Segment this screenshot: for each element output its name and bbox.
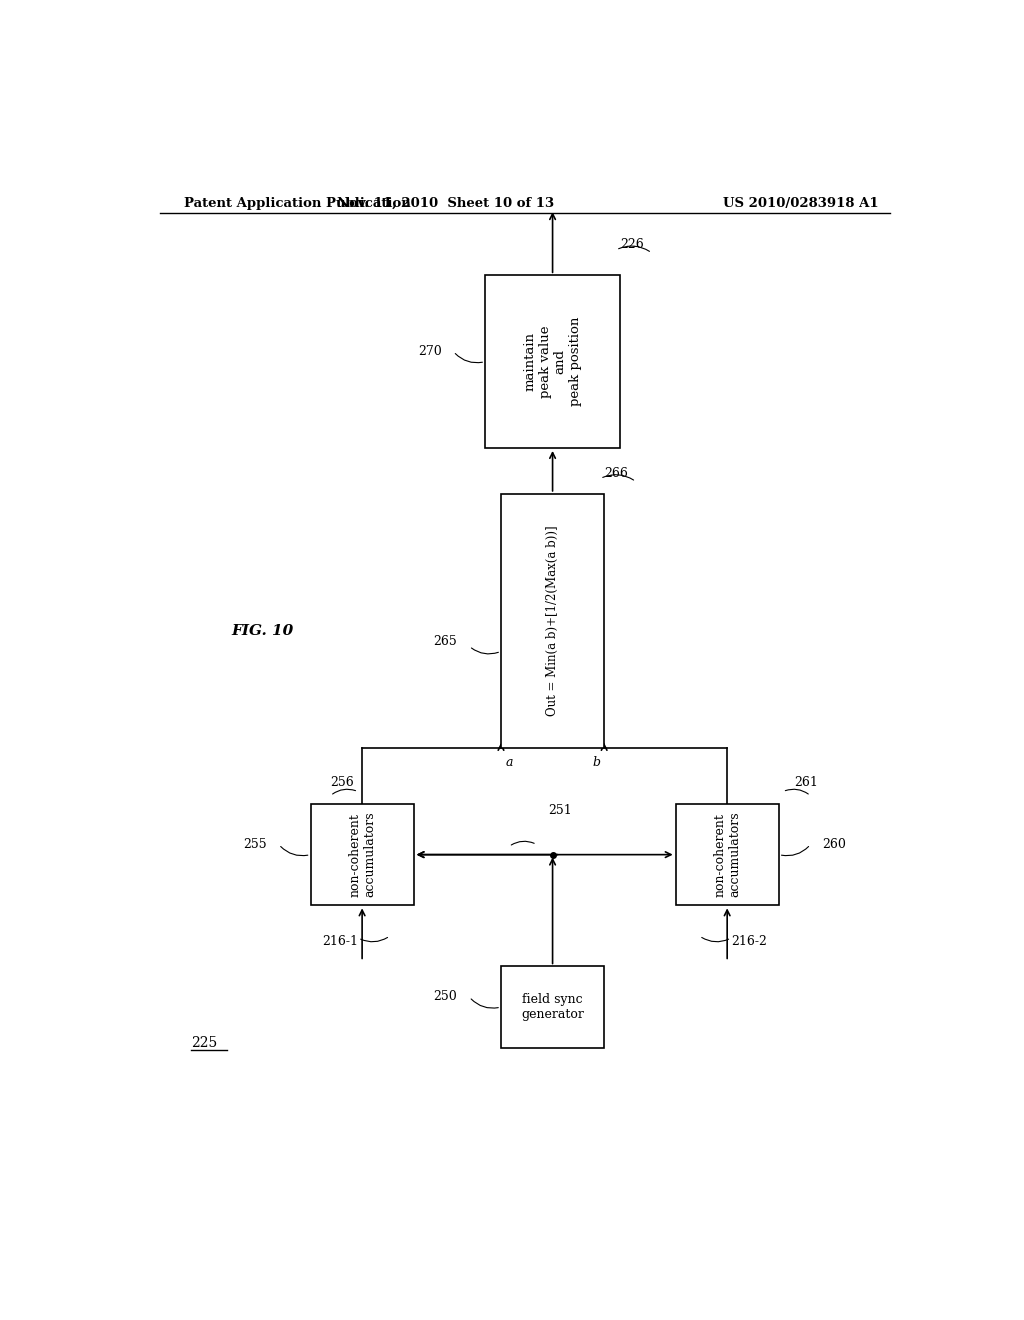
Bar (501, 494, 604, 748)
Text: 261: 261 (795, 776, 818, 788)
Text: non-coherent
accumulators: non-coherent accumulators (713, 812, 741, 898)
Text: 226: 226 (620, 239, 644, 251)
Text: 265: 265 (433, 635, 458, 648)
Text: US 2010/0283918 A1: US 2010/0283918 A1 (723, 197, 879, 210)
Text: Out = Min(a b)+[1/2(Max(a b))]: Out = Min(a b)+[1/2(Max(a b))] (546, 525, 559, 717)
Text: 255: 255 (244, 838, 267, 851)
Text: 270: 270 (418, 345, 441, 358)
Text: field sync
generator: field sync generator (521, 993, 584, 1022)
Bar (310, 804, 414, 906)
Text: 251: 251 (549, 804, 572, 817)
Text: a: a (505, 756, 513, 770)
Text: 216-2: 216-2 (731, 935, 767, 948)
Text: 260: 260 (822, 838, 846, 851)
Text: Patent Application Publication: Patent Application Publication (183, 197, 411, 210)
Text: 250: 250 (433, 990, 458, 1003)
Text: 225: 225 (191, 1036, 218, 1049)
Text: 266: 266 (604, 467, 628, 480)
Text: b: b (592, 756, 600, 770)
Text: FIG. 10: FIG. 10 (231, 624, 294, 638)
Bar (501, 966, 604, 1048)
Text: non-coherent
accumulators: non-coherent accumulators (348, 812, 376, 898)
Text: Nov. 11, 2010  Sheet 10 of 13: Nov. 11, 2010 Sheet 10 of 13 (337, 197, 554, 210)
Text: maintain
peak value
and
peak position: maintain peak value and peak position (523, 317, 582, 407)
Text: 256: 256 (331, 776, 354, 788)
Bar (676, 804, 778, 906)
Text: 216-1: 216-1 (323, 935, 358, 948)
Bar (485, 276, 620, 447)
